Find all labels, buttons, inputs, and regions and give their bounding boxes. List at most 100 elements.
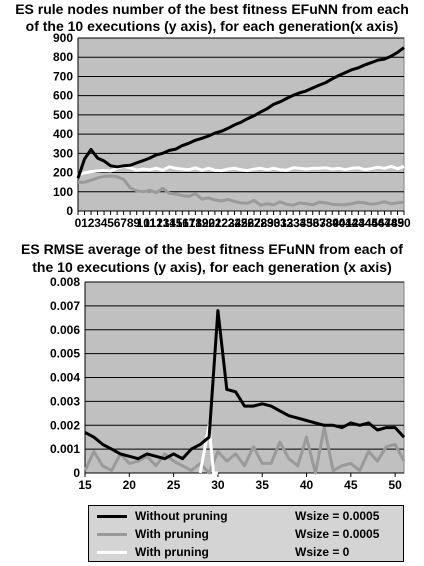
legend-item-with-pruning-0: With pruning Wsize = 0	[89, 543, 405, 561]
chart1-x-tick-label: 10	[137, 216, 151, 230]
chart1-x-tick-label: 50	[397, 216, 411, 230]
legend-swatch-black	[97, 515, 127, 518]
chart2-y-tick-label: 0.003	[50, 394, 80, 408]
chart1-x-tick-label: 38	[319, 216, 333, 230]
chart1-y-tick-label: 800	[53, 50, 73, 64]
chart1-x-tick-label: 47	[378, 216, 392, 230]
chart1-y-tick-label: 300	[53, 146, 73, 160]
chart1-x-tick-label: 14	[163, 216, 177, 230]
chart2-y-tick-label: 0.006	[50, 323, 80, 337]
chart1-x-tick-label: 30	[267, 216, 281, 230]
chart1-x-tick-label: 49	[391, 216, 405, 230]
chart1-x-tick-label: 6	[114, 216, 121, 230]
legend-item-without-pruning: Without pruning Wsize = 0.0005	[89, 507, 405, 525]
chart2-y-tick-label: 0.008	[50, 275, 80, 289]
chart2-x-tick-label: 35	[256, 478, 270, 492]
chart1-x-tick-label: 15	[169, 216, 183, 230]
chart1-x-tick-label: 32	[280, 216, 294, 230]
legend-wsize: Wsize = 0.0005	[295, 527, 380, 541]
chart1-y-tick-label: 600	[53, 89, 73, 103]
chart1-x-tick-label: 46	[371, 216, 385, 230]
chart1-y-tick-label: 500	[53, 108, 73, 122]
chart2-series-line-2	[198, 423, 218, 475]
chart1-x-tick-label: 25	[234, 216, 248, 230]
chart1-x-tick-label: 40	[332, 216, 346, 230]
chart1-x-tick-label: 4	[101, 216, 108, 230]
chart2-x-tick-label: 40	[300, 478, 314, 492]
chart1-y-tick-label: 0	[66, 204, 73, 218]
chart1-y-tick-label: 400	[53, 127, 73, 141]
chart1-x-tick-label: 1	[81, 216, 88, 230]
chart1-title-line1: ES rule nodes number of the best fitness…	[15, 1, 409, 17]
legend-wsize: Wsize = 0.0005	[295, 509, 380, 523]
chart1-x-tick-label: 28	[254, 216, 268, 230]
chart1-x-tick-label: 19	[195, 216, 209, 230]
chart1-x-tick-label: 16	[176, 216, 190, 230]
chart1-x-tick-label: 44	[358, 216, 372, 230]
chart2-title-line1: ES RMSE average of the best fitness EFuN…	[21, 241, 403, 257]
chart2-y-tick-label: 0.002	[50, 418, 80, 432]
chart1-x-tick-label: 22	[215, 216, 229, 230]
chart2-y-tick-label: 0.005	[50, 347, 80, 361]
chart1-x-tick-label: 13	[156, 216, 170, 230]
chart1-x-tick-label: 23	[221, 216, 235, 230]
chart1-x-tick-label: 33	[286, 216, 300, 230]
chart1-x-tick-label: 36	[306, 216, 320, 230]
chart1-x-tick-label: 41	[339, 216, 353, 230]
legend-label: With pruning	[135, 527, 209, 541]
chart1-x-tick-label: 43	[352, 216, 366, 230]
legend-swatch-white	[97, 551, 127, 554]
chart1-x-tick-label: 9	[133, 216, 140, 230]
chart2-y-tick-label: 0	[73, 466, 80, 480]
legend-swatch-gray	[97, 533, 127, 536]
legend-wsize: Wsize = 0	[295, 545, 350, 559]
chart1-x-tick-label: 27	[247, 216, 261, 230]
chart1-x-tick-label: 26	[241, 216, 255, 230]
legend: Without pruning Wsize = 0.0005 With prun…	[88, 505, 404, 562]
chart1-x-tick-label: 31	[273, 216, 287, 230]
chart1-x-tick-label: 45	[365, 216, 379, 230]
chart1-series-line-1	[78, 174, 405, 207]
chart1-title-line2: of the 10 executions (y axis), for each …	[25, 18, 399, 34]
chart1-x-tick-label: 39	[326, 216, 340, 230]
chart1-x-tick-label: 12	[150, 216, 164, 230]
chart1-x-tick-label: 29	[260, 216, 274, 230]
chart1-x-tick-label: 17	[182, 216, 196, 230]
chart1-x-tick-label: 18	[189, 216, 203, 230]
chart1-x-tick-label: 0	[75, 216, 82, 230]
chart1-x-tick-label: 48	[384, 216, 398, 230]
legend-label: Without pruning	[135, 509, 228, 523]
chart2-x-tick-label: 25	[167, 478, 181, 492]
chart2-x-tick-label: 20	[123, 478, 137, 492]
chart2-y-tick-label: 0.004	[50, 371, 80, 385]
chart1-y-tick-label: 200	[53, 166, 73, 180]
chart1-x-tick-label: 21	[208, 216, 222, 230]
chart1-x-tick-label: 7	[120, 216, 127, 230]
chart1-x-tick-label: 20	[202, 216, 216, 230]
chart2-series-line-0	[84, 309, 406, 461]
chart1-x-tick-label: 42	[345, 216, 359, 230]
chart1-x-tick-label: 35	[300, 216, 314, 230]
chart1-plot-area	[77, 37, 405, 212]
chart1-x-tick-label: 8	[127, 216, 134, 230]
chart2-y-tick-label: 0.001	[50, 442, 80, 456]
legend-label: With pruning	[135, 545, 209, 559]
chart2-series-line-1	[83, 426, 406, 475]
chart1-x-tick-label: 3	[94, 216, 101, 230]
legend-item-with-pruning-0005: With pruning Wsize = 0.0005	[89, 525, 405, 543]
chart2-x-tick-label: 45	[344, 478, 358, 492]
chart1-x-tick-label: 11	[143, 216, 156, 230]
chart1-x-tick-label: 24	[228, 216, 242, 230]
chart1-x-tick-label: 5	[107, 216, 114, 230]
chart1-x-tick-label: 2	[88, 216, 95, 230]
chart1-series-line-2	[77, 164, 405, 176]
chart2-x-tick-label: 50	[388, 478, 402, 492]
chart1-series-line-0	[76, 46, 405, 179]
chart1-y-tick-label: 900	[53, 31, 73, 45]
chart2-x-tick-label: 30	[211, 478, 225, 492]
chart1-y-tick-label: 100	[53, 185, 73, 199]
chart2-y-tick-label: 0.007	[50, 299, 80, 313]
chart1-y-tick-label: 700	[53, 69, 73, 83]
chart2-title-line2: the 10 executions (y axis), for each gen…	[32, 259, 392, 275]
